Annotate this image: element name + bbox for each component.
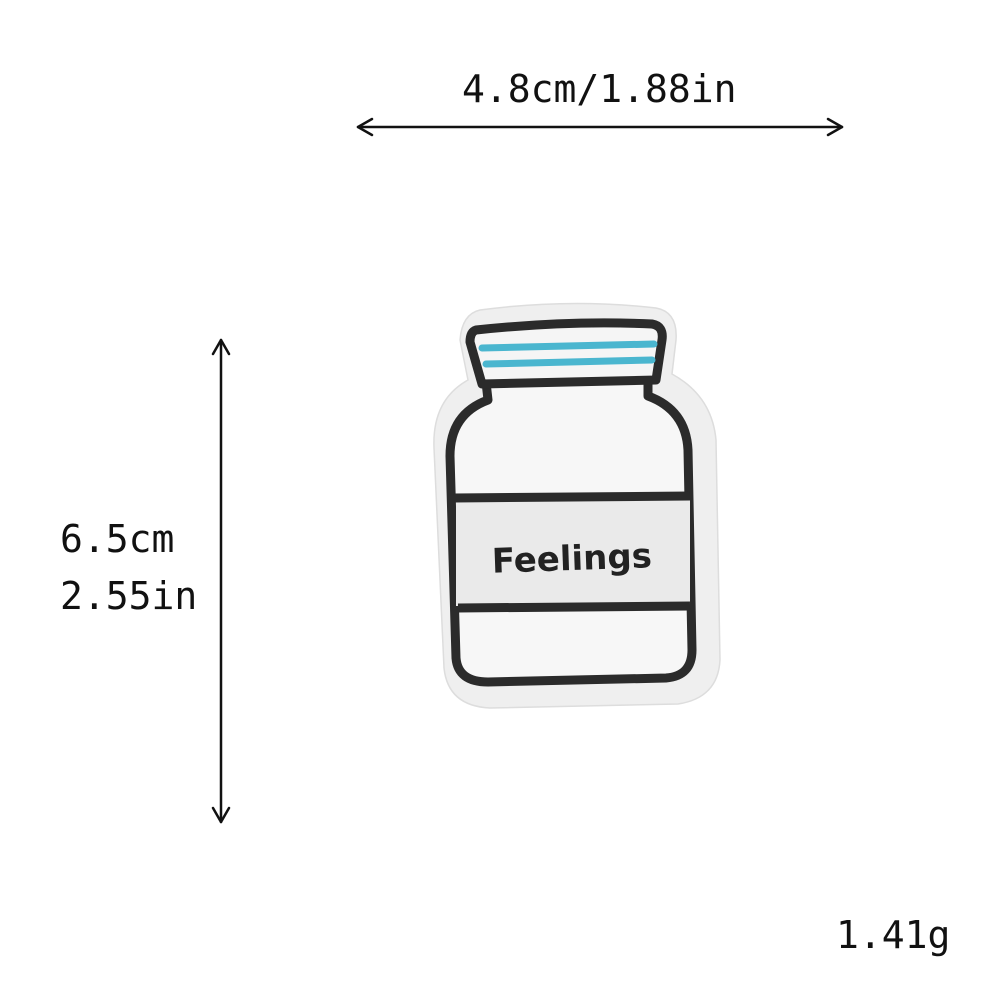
jar-lid <box>465 318 667 389</box>
width-dimension-label: 4.8cm/1.88in <box>462 67 737 111</box>
label-band-top-line <box>453 491 691 503</box>
height-arrow-icon <box>211 338 231 824</box>
lid-stripe-top <box>478 340 658 352</box>
height-dimension-cm-label: 6.5cm <box>60 517 175 561</box>
label-band-bottom-line <box>457 601 691 613</box>
jar-label-band <box>456 496 690 606</box>
feelings-jar-patch: Feelings <box>433 302 721 709</box>
weight-label: 1.41g <box>836 913 951 957</box>
lid-stripe-bottom <box>482 356 656 368</box>
jar-label-text: Feelings <box>491 536 652 582</box>
height-dimension-in-label: 2.55in <box>60 574 198 618</box>
width-arrow-icon <box>356 117 844 137</box>
